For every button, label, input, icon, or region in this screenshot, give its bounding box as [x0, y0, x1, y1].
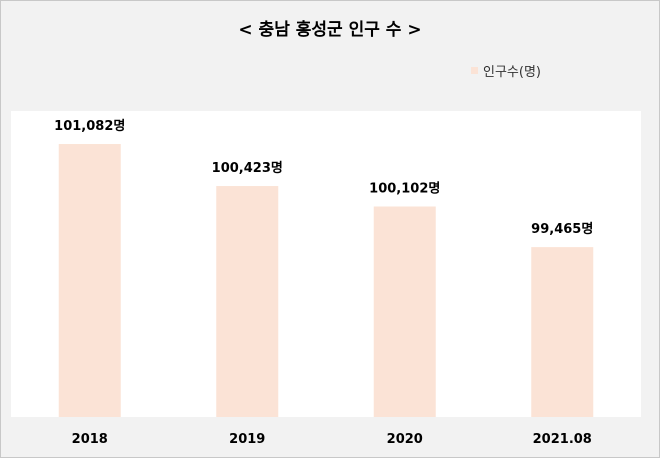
legend-label: 인구수(명)	[483, 65, 541, 80]
x-tick-label-1: 2019	[229, 432, 265, 447]
bar-3	[531, 247, 594, 417]
bar-2	[373, 206, 436, 417]
bar-0	[58, 144, 121, 417]
x-tick-label-3: 2021.08	[533, 432, 592, 447]
legend: 인구수(명)	[471, 61, 541, 80]
x-tick-label-0: 2018	[72, 432, 108, 447]
data-label-0: 101,082명	[54, 118, 125, 134]
legend-swatch	[471, 67, 478, 74]
data-label-2: 100,102명	[369, 180, 440, 196]
data-label-3: 99,465명	[531, 221, 593, 237]
chart-title: < 충남 홍성군 인구 수 >	[238, 20, 422, 40]
data-label-1: 100,423명	[212, 160, 283, 176]
bar-1	[216, 186, 279, 417]
x-tick-label-2: 2020	[387, 432, 423, 447]
